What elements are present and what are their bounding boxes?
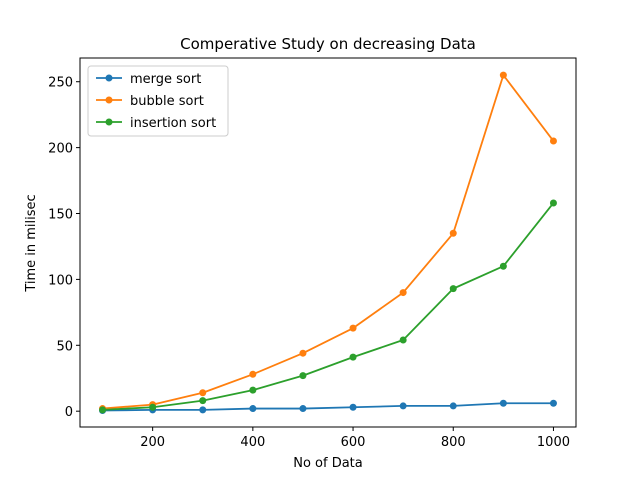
data-point-merge-sort — [549, 399, 557, 407]
data-point-insertion-sort — [449, 285, 457, 293]
legend-marker-merge-sort — [105, 74, 113, 82]
y-tick-label: 0 — [65, 405, 73, 420]
data-point-merge-sort — [449, 402, 457, 410]
chart-title: Comperative Study on decreasing Data — [180, 35, 476, 53]
data-point-bubble-sort — [199, 389, 207, 397]
data-point-insertion-sort — [99, 406, 107, 414]
data-point-bubble-sort — [399, 289, 407, 297]
legend-label-insertion-sort: insertion sort — [130, 116, 216, 131]
legend-label-merge-sort: merge sort — [130, 72, 201, 87]
data-point-bubble-sort — [299, 349, 307, 357]
data-point-insertion-sort — [199, 397, 207, 405]
data-point-bubble-sort — [499, 71, 507, 79]
data-point-merge-sort — [349, 403, 357, 411]
data-point-bubble-sort — [349, 324, 357, 332]
data-point-merge-sort — [399, 402, 407, 410]
series-line-insertion-sort — [102, 202, 555, 411]
data-point-insertion-sort — [349, 353, 357, 361]
y-tick-label: 150 — [48, 208, 73, 223]
plot-frame — [79, 57, 577, 428]
data-point-bubble-sort — [549, 137, 557, 145]
x-tick-label: 1000 — [537, 435, 570, 450]
legend-label-bubble-sort: bubble sort — [130, 94, 204, 109]
x-tick-label: 800 — [441, 435, 466, 450]
series-line-bubble-sort — [102, 74, 555, 410]
y-axis-label: Time in milisec — [24, 194, 39, 292]
x-tick-label: 200 — [140, 435, 165, 450]
legend-marker-insertion-sort — [105, 118, 113, 126]
x-tick-label: 400 — [240, 435, 265, 450]
y-tick-label: 250 — [48, 76, 73, 91]
data-point-bubble-sort — [449, 229, 457, 237]
y-tick-label: 200 — [48, 142, 73, 157]
data-point-merge-sort — [499, 399, 507, 407]
y-tick-label: 50 — [56, 339, 73, 354]
data-point-insertion-sort — [299, 372, 307, 380]
data-point-insertion-sort — [149, 403, 157, 411]
data-point-insertion-sort — [249, 386, 257, 394]
plot-area: 200 400 600 800 1000 0 50 100 150 200 250 merge sor… — [48, 57, 577, 450]
legend-box — [87, 65, 229, 137]
legend-marker-bubble-sort — [105, 96, 113, 104]
data-point-insertion-sort — [499, 262, 507, 270]
y-tick-label: 100 — [48, 273, 73, 288]
x-tick-label: 600 — [341, 435, 366, 450]
data-point-insertion-sort — [549, 199, 557, 207]
data-point-insertion-sort — [399, 336, 407, 344]
series-line-merge-sort — [102, 402, 554, 412]
data-point-merge-sort — [249, 405, 257, 413]
data-point-merge-sort — [299, 405, 307, 413]
x-axis-label: No of Data — [293, 456, 363, 471]
data-point-bubble-sort — [249, 370, 257, 378]
data-point-merge-sort — [199, 406, 207, 414]
